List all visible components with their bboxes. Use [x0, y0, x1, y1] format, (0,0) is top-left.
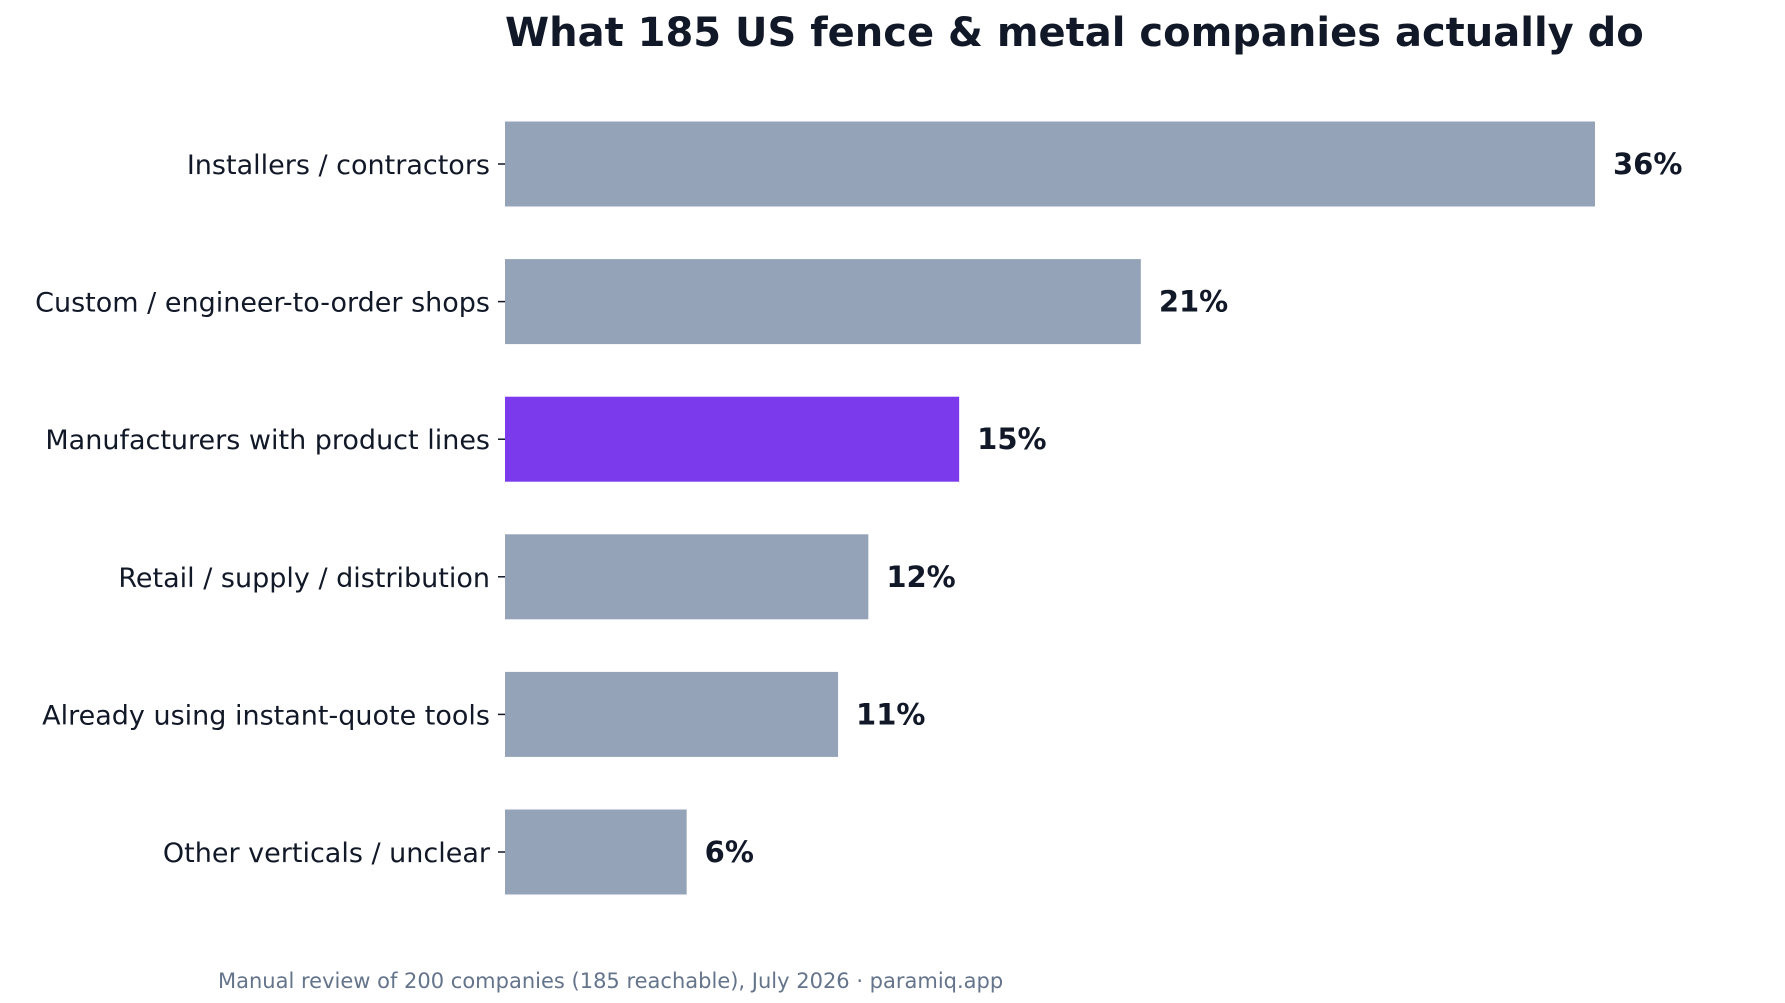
value-label-already-using-instant-quote-tools: 11%	[856, 697, 925, 731]
category-labels-group: Installers / contractors Custom / enginee…	[35, 150, 491, 869]
category-label-other-verticals-unclear: Other verticals / unclear	[163, 838, 491, 869]
value-label-custom-engineer-to-order-shops: 21%	[1159, 285, 1228, 319]
bar-installers-contractors	[505, 121, 1595, 207]
bar-already-using-instant-quote-tools	[505, 671, 839, 757]
bar-manufacturers-with-product-lines	[505, 396, 960, 482]
value-label-retail-supply-distribution: 12%	[886, 560, 955, 594]
value-label-other-verticals-unclear: 6%	[705, 835, 754, 869]
category-label-manufacturers-with-product-lines: Manufacturers with product lines	[45, 425, 490, 456]
bar-retail-supply-distribution	[505, 534, 869, 620]
bars-group	[505, 121, 1595, 895]
bar-custom-engineer-to-order-shops	[505, 259, 1141, 345]
footnote: Manual review of 200 companies (185 reac…	[218, 969, 1003, 993]
value-labels-group: 36% 21% 15% 12% 11% 6%	[705, 147, 1683, 869]
value-label-manufacturers-with-product-lines: 15%	[977, 422, 1046, 456]
bar-other-verticals-unclear	[505, 809, 687, 895]
y-ticks-group	[498, 163, 505, 853]
chart-title: What 185 US fence & metal companies actu…	[505, 10, 1644, 56]
category-label-retail-supply-distribution: Retail / supply / distribution	[118, 563, 490, 594]
category-label-already-using-instant-quote-tools: Already using instant-quote tools	[42, 700, 490, 731]
category-label-custom-engineer-to-order-shops: Custom / engineer-to-order shops	[35, 288, 490, 319]
category-label-installers-contractors: Installers / contractors	[187, 150, 490, 181]
value-label-installers-contractors: 36%	[1613, 147, 1682, 181]
